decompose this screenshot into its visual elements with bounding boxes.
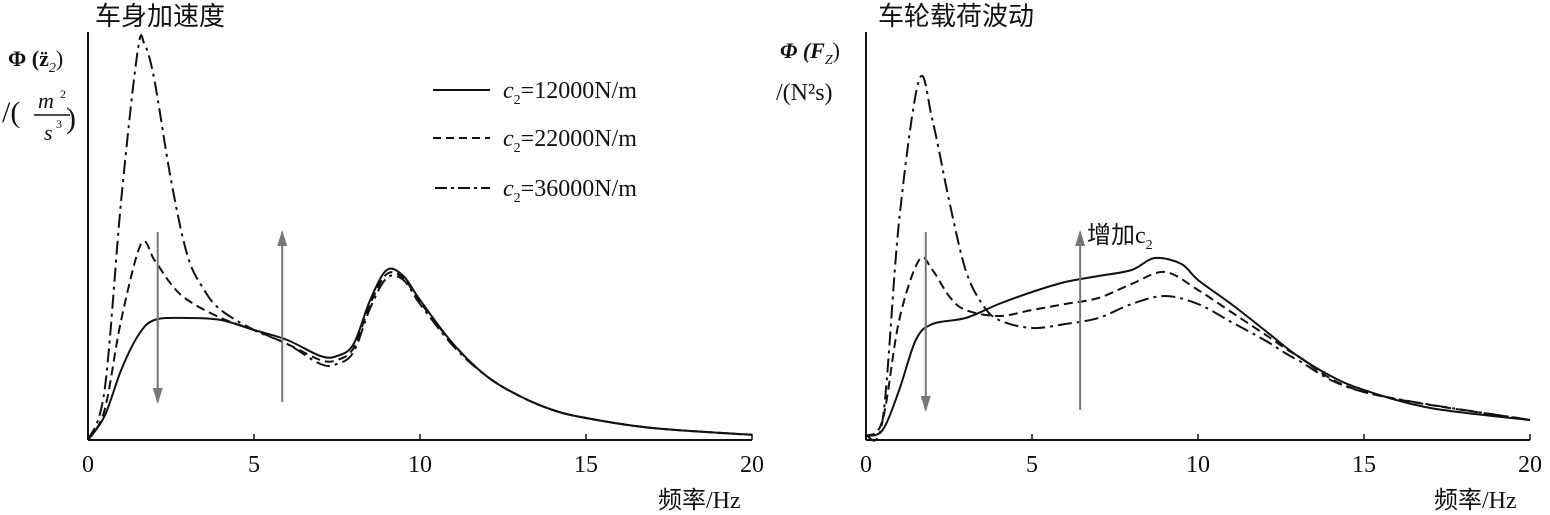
svg-text:s: s xyxy=(44,120,53,145)
series-line-solid xyxy=(865,256,1531,437)
x-tick-label: 10 xyxy=(408,452,432,478)
right-x-label: 频率/Hz xyxy=(1434,487,1517,514)
arrow-up xyxy=(277,230,288,402)
series-line-dashed xyxy=(865,256,1531,437)
right-plot: 0 5 10 15 20 xyxy=(860,32,1542,478)
x-tick-label: 10 xyxy=(1186,452,1210,478)
legend-item-36000: c2=36000N/m xyxy=(435,176,637,206)
x-tick-label: 5 xyxy=(1026,452,1038,478)
right-y-label: Φ (FZ) xyxy=(780,38,840,68)
right-y-unit: /(N²s) xyxy=(776,80,833,106)
series-line-dashed xyxy=(87,240,753,441)
legend-item-22000: c2=22000N/m xyxy=(433,126,637,156)
left-chart-title: 车身加速度 xyxy=(95,2,225,31)
svg-text:): ) xyxy=(66,102,76,135)
series-line-dashdot xyxy=(87,34,753,441)
arrow-down xyxy=(152,232,163,404)
series-line-solid xyxy=(87,267,753,441)
left-y-unit: /( m 2 s 3 ) xyxy=(2,87,76,145)
left-y-label: Φ (z̈2) xyxy=(8,46,63,76)
series-line-dashdot xyxy=(865,75,1531,442)
legend-item-12000: c2=12000N/m xyxy=(433,78,637,108)
legend: c2=12000N/m c2=22000N/m c2=36000N/m xyxy=(433,78,637,206)
svg-text:c2=36000N/m: c2=36000N/m xyxy=(503,176,637,206)
x-tick-label: 5 xyxy=(248,452,260,478)
arrow-up xyxy=(1075,230,1086,410)
svg-text:m: m xyxy=(38,88,54,113)
left-plot: 0 5 10 15 20 xyxy=(82,32,764,478)
right-chart-title: 车轮载荷波动 xyxy=(878,2,1034,31)
svg-text:c2=12000N/m: c2=12000N/m xyxy=(503,78,637,108)
left-x-label: 频率/Hz xyxy=(658,487,741,514)
arrow-down xyxy=(920,232,931,412)
svg-text:3: 3 xyxy=(56,117,62,131)
svg-text:c2=22000N/m: c2=22000N/m xyxy=(503,126,637,156)
x-tick-label: 20 xyxy=(1518,452,1542,478)
x-tick-label: 15 xyxy=(1352,452,1376,478)
increase-c2-annotation: 增加c2 xyxy=(1087,222,1153,253)
svg-text:/(: /( xyxy=(2,96,20,129)
x-tick-label: 20 xyxy=(740,452,764,478)
svg-text:2: 2 xyxy=(60,87,66,101)
x-tick-label: 15 xyxy=(574,452,598,478)
x-tick-label: 0 xyxy=(860,452,872,478)
x-tick-label: 0 xyxy=(82,452,94,478)
